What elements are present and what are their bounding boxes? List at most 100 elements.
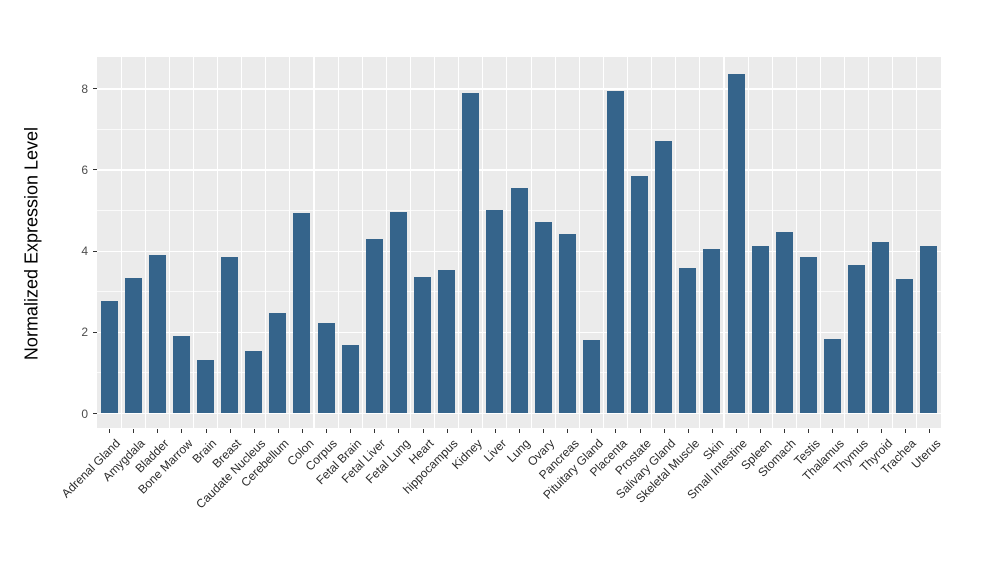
gridline-vertical-22 [626,57,629,428]
bar-thalamus [823,339,841,413]
bar-lung [510,187,528,413]
x-tick-uterus [928,429,930,433]
y-tick-label-2: 2 [81,325,88,340]
gridline-vertical-15 [458,57,460,428]
x-tick-trachea [904,429,906,433]
bar-breast [221,256,239,413]
bar-adrenal-gland [100,300,118,413]
x-tick-spleen [760,429,762,433]
bar-stomach [775,231,793,413]
bar-thymus [848,265,866,413]
y-tick-0 [93,413,97,414]
gridline-vertical-9 [313,57,315,428]
bar-trachea [896,279,914,413]
x-tick-thalamus [832,429,834,433]
y-tick-8 [93,88,97,90]
y-tick-4 [93,250,97,252]
gridline-vertical-20 [578,57,580,428]
x-tick-ovary [543,429,545,433]
gridline-vertical-5 [217,57,219,428]
x-tick-stomach [784,429,786,433]
x-tick-caudate-nucleus [253,429,255,433]
bar-liver [486,210,504,413]
bar-fetal-liver [365,238,383,413]
bar-colon [293,212,311,413]
x-tick-small-intestine [736,429,738,433]
x-tick-brain [205,429,207,433]
x-tick-placenta [615,429,617,433]
gridline-vertical-12 [385,57,387,428]
bar-bone-marrow [172,336,190,413]
bar-heart [414,277,432,413]
gridline-vertical-4 [192,57,194,428]
bar-placenta [606,91,624,413]
bar-ovary [534,221,552,413]
gridline-vertical-34 [916,57,918,428]
bar-skin [703,248,721,413]
x-tick-lung [519,429,520,433]
gridline-vertical-1 [120,57,122,428]
bar-cerebellum [269,313,287,413]
gridline-vertical-6 [241,57,243,428]
gridline-vertical-31 [843,57,846,428]
gridline-vertical-30 [819,57,821,428]
x-tick-kidney [470,429,472,433]
bar-spleen [751,245,769,413]
bar-pituitary-gland [582,339,600,413]
x-tick-adrenal-gland [109,429,111,433]
x-tick-prostate [639,429,641,433]
x-tick-cerebellum [277,429,279,433]
gridline-vertical-2 [144,57,146,428]
x-tick-breast [229,429,231,433]
gridline-vertical-28 [771,57,773,428]
gridline-vertical-26 [723,57,725,428]
x-tick-colon [301,429,303,433]
y-tick-label-4: 4 [81,244,88,259]
gridline-vertical-33 [892,57,894,428]
gridline-vertical-3 [168,57,170,428]
x-tick-fetal-brain [350,429,352,433]
y-axis-title: Normalized Expression Level [21,126,42,361]
gridline-major-y-8 [97,88,941,90]
bar-uterus [920,245,938,413]
bar-bladder [148,255,166,413]
gridline-vertical-32 [868,57,870,428]
bar-fetal-brain [341,344,359,413]
gridline-major-y-6 [97,169,941,171]
bar-kidney [462,93,480,413]
y-tick-6 [93,169,97,171]
bar-salivary-gland [655,140,673,413]
x-tick-hippocampus [446,429,448,433]
y-tick-2 [93,331,97,333]
x-tick-fetal-lung [398,429,400,433]
gridline-vertical-18 [530,57,532,428]
bar-fetal-lung [389,211,407,413]
x-tick-thymus [856,429,858,433]
gridline-vertical-19 [554,57,556,428]
x-tick-liver [494,429,496,433]
gridline-vertical-24 [675,57,677,428]
gridline-vertical-17 [506,57,508,428]
gridline-vertical-14 [434,57,436,428]
x-tick-skin [711,429,713,433]
plot-panel [97,57,941,428]
gridline-vertical-8 [289,57,291,428]
x-tick-pituitary-gland [591,429,593,433]
gridline-minor-y-7 [97,128,941,130]
x-tick-bone-marrow [181,429,183,433]
gridline-vertical-10 [337,57,339,428]
x-tick-pancreas [567,429,569,433]
gridline-vertical-29 [795,57,797,428]
bar-corpus [317,323,335,413]
gridline-major-y-0 [97,413,941,415]
bar-skeletal-muscle [679,268,697,413]
bar-amygdala [124,277,142,413]
bar-brain [197,359,214,413]
gridline-vertical-16 [482,57,484,428]
bar-caudate-nucleus [245,350,263,413]
gridline-vertical-7 [265,57,267,428]
gridline-vertical-23 [651,57,653,428]
x-tick-label-liver: Liver [480,436,510,465]
bar-testis [799,256,817,413]
y-tick-label-8: 8 [81,81,88,96]
